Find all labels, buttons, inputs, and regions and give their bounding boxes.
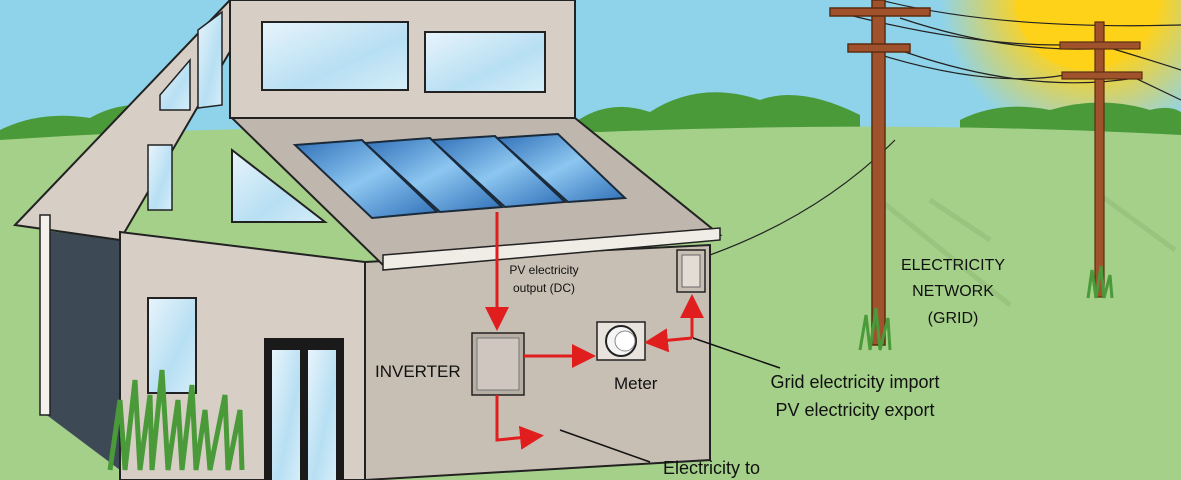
import-export-label-line2: PV electricity export <box>775 400 934 420</box>
house-supply-label: Electricity to <box>663 458 760 478</box>
meter-label: Meter <box>614 374 658 393</box>
sun-icon <box>1015 0 1155 70</box>
solar-panel-1 <box>292 138 440 220</box>
side-window-small <box>147 144 173 211</box>
solar-panel-2 <box>362 136 505 214</box>
porch-window-top <box>159 57 191 111</box>
tower-window-right <box>424 31 546 93</box>
front-grass <box>107 369 245 471</box>
solar-panels <box>292 132 628 220</box>
roof-edge <box>382 227 721 271</box>
pv-output-label-line1: PV electricity <box>509 263 578 277</box>
import-export-label-line1: Grid electricity import <box>770 372 939 392</box>
tower-window-left <box>261 21 409 91</box>
grid-label-line2: NETWORK <box>912 283 994 300</box>
gable-window <box>231 147 328 223</box>
energy-flow-arrows <box>485 212 704 450</box>
porch-post <box>39 214 51 416</box>
grid-label-line3: (GRID) <box>928 310 979 327</box>
pole-shadow <box>878 192 1177 307</box>
import-export-callout-line <box>692 337 781 369</box>
solar-panel-3 <box>429 134 568 209</box>
grid-label-line1: ELECTRICITY <box>901 257 1005 274</box>
meter-icon <box>596 321 646 361</box>
tower-side-window <box>197 10 223 109</box>
house-shadow <box>40 230 120 470</box>
inverter-to-house-arrow <box>495 395 544 450</box>
power-pole-far <box>1059 21 1143 298</box>
patio-door <box>264 338 344 480</box>
house-supply-callout-line <box>559 429 651 463</box>
front-window <box>147 297 197 394</box>
pv-output-label-line2: output (DC) <box>513 281 575 295</box>
solar-panel-4 <box>494 132 628 204</box>
inverter-label: INVERTER <box>375 362 461 381</box>
tree-line <box>0 92 1181 150</box>
grid-to-meter-arrow <box>644 328 693 353</box>
pole-grass <box>858 265 1114 351</box>
